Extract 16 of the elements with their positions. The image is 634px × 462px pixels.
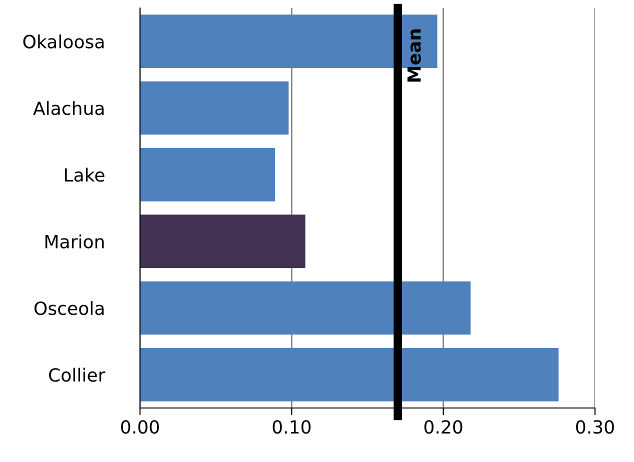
x-tick-label: 0.20: [424, 420, 462, 434]
y-tick-label: Collier: [49, 368, 106, 382]
y-tick-label: Marion: [45, 234, 104, 248]
ref-line-label: Mean: [407, 29, 421, 82]
bar: [140, 214, 306, 268]
bar: [140, 348, 559, 402]
y-tick-label: Alachua: [33, 101, 104, 116]
x-tick-label: 0.10: [272, 420, 311, 434]
y-tick-label: Okaloosa: [23, 34, 104, 48]
y-tick-label: Osceola: [34, 301, 104, 316]
y-tick-label: Lake: [65, 168, 104, 182]
x-tick-label: 0.00: [121, 420, 159, 434]
bar: [140, 148, 275, 202]
x-tick-label: 0.30: [576, 420, 614, 434]
bar: [140, 281, 471, 335]
bar: [140, 81, 289, 135]
